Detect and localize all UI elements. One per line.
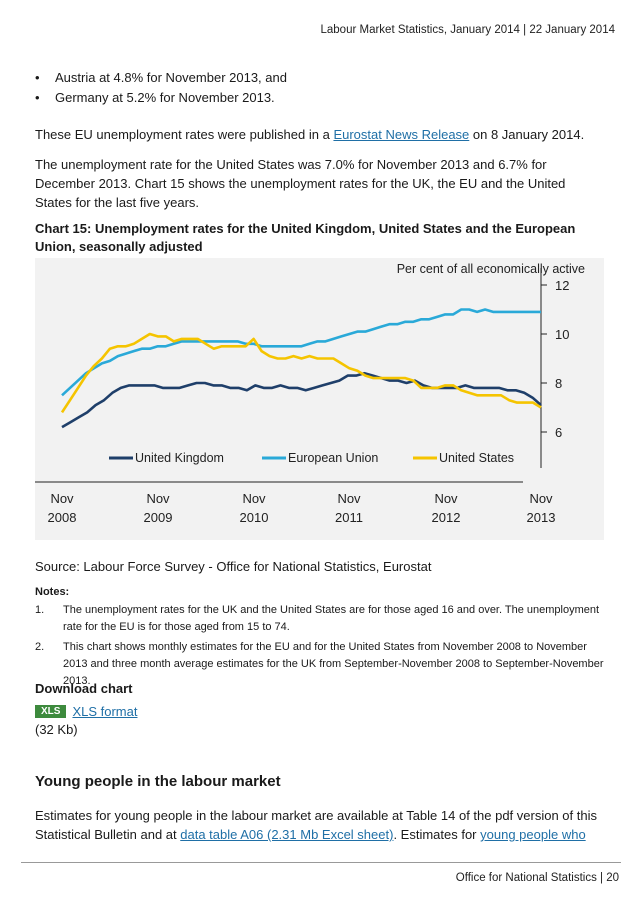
series-line (61, 308, 541, 397)
data-table-a06-link[interactable]: data table A06 (2.31 Mb Excel sheet) (180, 827, 394, 842)
x-tick-label: 2009 (144, 510, 173, 525)
x-tick-label: 2012 (432, 510, 461, 525)
bullet-list: • Austria at 4.8% for November 2013, and … (35, 68, 287, 108)
legend-label: United States (439, 451, 514, 465)
chart-container: 6 8 10 12 Per cent of all economically activ… (35, 258, 604, 540)
section-heading: Young people in the labour market (35, 773, 281, 790)
bullet-text: Austria at 4.8% for November 2013, and (55, 70, 287, 85)
list-item: • Austria at 4.8% for November 2013, and (35, 68, 287, 88)
note-item: 1. The unemployment rates for the UK and … (35, 602, 610, 636)
download-row: XLS XLS format (35, 704, 137, 719)
chart-source: Source: Labour Force Survey - Office for… (35, 559, 432, 574)
legend-label: European Union (288, 451, 378, 465)
xls-icon: XLS (35, 705, 67, 718)
legend-label: United Kingdom (135, 451, 224, 465)
x-tick-label: Nov (146, 491, 170, 506)
x-tick-label: Nov (337, 491, 361, 506)
x-tick-label: Nov (529, 491, 553, 506)
file-size: (32 Kb) (35, 722, 78, 737)
note-text: The unemployment rates for the UK and th… (63, 604, 600, 633)
para-text: . Estimates for (393, 827, 481, 842)
eurostat-news-link[interactable]: Eurostat News Release (333, 127, 470, 142)
young-people-link[interactable]: young people who (480, 827, 586, 842)
note-item: 2. This chart shows monthly estimates for… (35, 639, 610, 690)
x-tick-label: 2010 (240, 510, 269, 525)
y-tick-label: 6 (555, 425, 562, 440)
note-number: 1. (35, 604, 45, 616)
eurostat-paragraph: These EU unemployment rates were publish… (35, 125, 605, 144)
young-people-paragraph: Estimates for young people in the labour… (35, 806, 605, 844)
us-rate-paragraph: The unemployment rate for the United Sta… (35, 157, 566, 210)
page-footer: Office for National Statistics | 20 (455, 872, 619, 884)
unemployment-chart: 6 8 10 12 Per cent of all economically activ… (35, 258, 604, 540)
y-tick-label: 10 (555, 327, 569, 342)
x-tick-label: 2013 (527, 510, 556, 525)
para-text: These EU unemployment rates were publish… (35, 127, 334, 142)
note-number: 2. (35, 641, 45, 653)
series-line (60, 332, 542, 414)
x-tick-label: Nov (50, 491, 74, 506)
footer-divider (21, 862, 621, 863)
y-tick-label: 12 (555, 278, 569, 293)
download-heading: Download chart (35, 681, 133, 696)
notes-list: 1. The unemployment rates for the UK and … (35, 602, 610, 693)
y-unit-label: Per cent of all economically active (397, 262, 585, 276)
chart-title: Chart 15: Unemployment rates for the Uni… (35, 221, 576, 254)
xls-download-link[interactable]: XLS format (72, 704, 138, 719)
notes-heading: Notes: (35, 586, 70, 598)
x-tick-label: 2011 (335, 510, 363, 525)
page-header: Labour Market Statistics, January 2014 |… (320, 24, 616, 36)
para-text: on 8 January 2014. (469, 127, 585, 142)
x-tick-label: 2008 (48, 510, 77, 525)
y-tick-label: 8 (555, 376, 562, 391)
x-tick-label: Nov (242, 491, 266, 506)
series-line (61, 371, 542, 429)
para-text: Estimates for young people in the labour… (35, 808, 597, 842)
bullet-text: Germany at 5.2% for November 2013. (55, 90, 275, 105)
x-tick-label: Nov (434, 491, 458, 506)
list-item: • Germany at 5.2% for November 2013. (35, 88, 287, 108)
note-text: This chart shows monthly estimates for t… (63, 641, 604, 687)
chart-background (35, 258, 604, 540)
